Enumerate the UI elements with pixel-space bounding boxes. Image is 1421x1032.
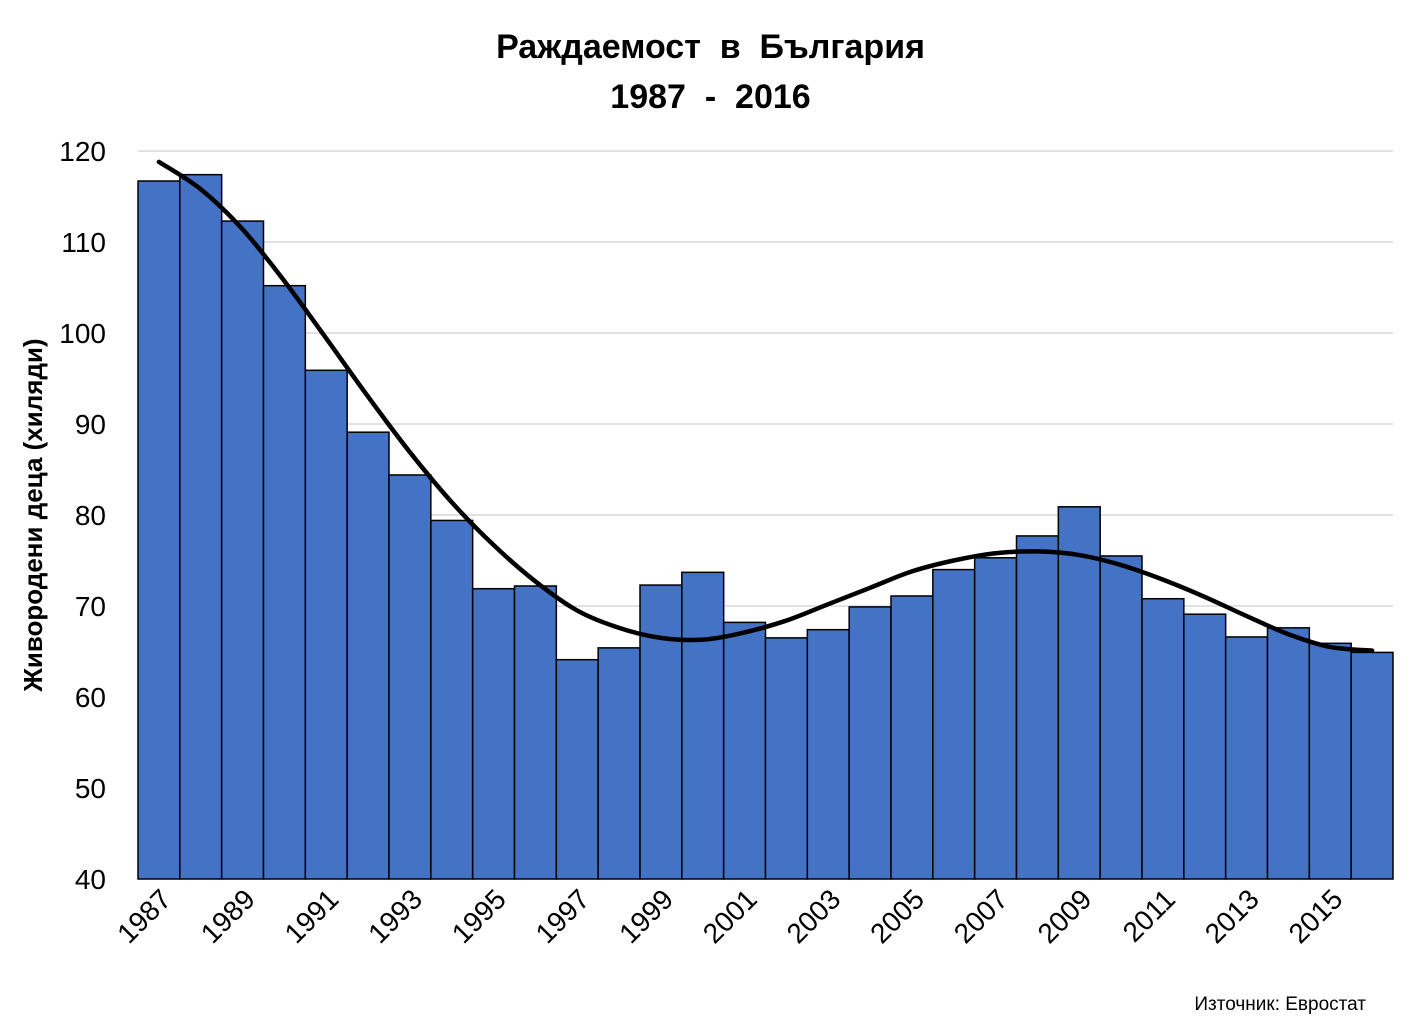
bar-1988 xyxy=(179,173,223,880)
y-tick-labels: 40 50 60 70 80 90 100 110 120 xyxy=(59,136,106,895)
bar-1999 xyxy=(639,584,683,880)
y-tick-label: 100 xyxy=(59,318,106,349)
x-tick-label: 2001 xyxy=(697,883,763,949)
x-tick-label: 2013 xyxy=(1199,883,1265,949)
bar-2015 xyxy=(1308,642,1352,880)
x-tick-label: 1989 xyxy=(195,883,261,949)
bar-1994 xyxy=(430,519,474,880)
bar-2013 xyxy=(1224,636,1269,880)
chart-title: Раждаемост в България 1987 - 2016 xyxy=(0,22,1421,122)
bar-2002 xyxy=(764,637,809,880)
bar-1990 xyxy=(262,284,307,880)
y-tick-label: 80 xyxy=(75,500,106,531)
bar-2004 xyxy=(848,606,892,880)
y-tick-label: 120 xyxy=(59,136,106,167)
x-tick-label: 1999 xyxy=(613,883,679,949)
bar-2010 xyxy=(1099,555,1143,880)
bar-2007 xyxy=(973,557,1018,880)
bar-1993 xyxy=(388,474,432,880)
trendline xyxy=(156,159,1375,653)
bar-2009 xyxy=(1057,506,1101,880)
bar-1995 xyxy=(471,587,516,880)
bar-1997 xyxy=(555,658,599,880)
y-tick-label: 40 xyxy=(75,864,106,895)
x-tick-label: 1991 xyxy=(279,883,345,949)
bars xyxy=(137,173,1394,880)
bar-2014 xyxy=(1266,627,1311,880)
bar-1991 xyxy=(304,369,348,880)
bar-1996 xyxy=(513,585,558,880)
y-tick-label: 110 xyxy=(61,227,106,258)
bar-2008 xyxy=(1015,535,1060,880)
bar-1992 xyxy=(346,431,390,880)
chart-subtitle: 1987 - 2016 xyxy=(610,78,811,116)
trendline-curve xyxy=(156,159,1375,653)
y-tick-label: 50 xyxy=(75,773,106,804)
x-tick-label: 1987 xyxy=(111,883,177,949)
x-tick-label: 1997 xyxy=(530,883,596,949)
bar-2003 xyxy=(806,628,850,880)
chart-title-main: Раждаемост в България xyxy=(496,28,925,66)
x-tick-label: 2015 xyxy=(1283,883,1349,949)
bar-1989 xyxy=(220,220,265,880)
bar-2001 xyxy=(722,621,767,880)
x-tick-label: 2009 xyxy=(1032,883,1098,949)
x-tick-label: 1995 xyxy=(446,883,512,949)
y-tick-label: 70 xyxy=(75,591,106,622)
y-tick-label: 90 xyxy=(75,409,106,440)
bar-2016 xyxy=(1350,651,1394,880)
bar-2011 xyxy=(1141,597,1185,880)
bar-2005 xyxy=(890,595,934,880)
bar-2006 xyxy=(932,568,976,880)
y-axis-label: Живородени деца (хиляди) xyxy=(18,338,48,692)
x-tick-label: 2005 xyxy=(864,883,930,949)
x-tick-labels: 1987 1989 1991 1993 1995 1997 1999 2001 2003 2005… xyxy=(111,883,1348,949)
bar-1998 xyxy=(597,647,641,880)
x-tick-label: 2007 xyxy=(948,883,1014,949)
bar-2000 xyxy=(681,571,725,880)
y-tick-label: 60 xyxy=(75,682,106,713)
x-tick-label: 1993 xyxy=(362,883,428,949)
bar-2012 xyxy=(1183,613,1227,880)
bar-1987 xyxy=(137,180,181,880)
x-tick-label: 2003 xyxy=(781,883,847,949)
x-tick-label: 2011 xyxy=(1117,883,1182,948)
source-note: Източник: Евростат xyxy=(1194,994,1366,1015)
